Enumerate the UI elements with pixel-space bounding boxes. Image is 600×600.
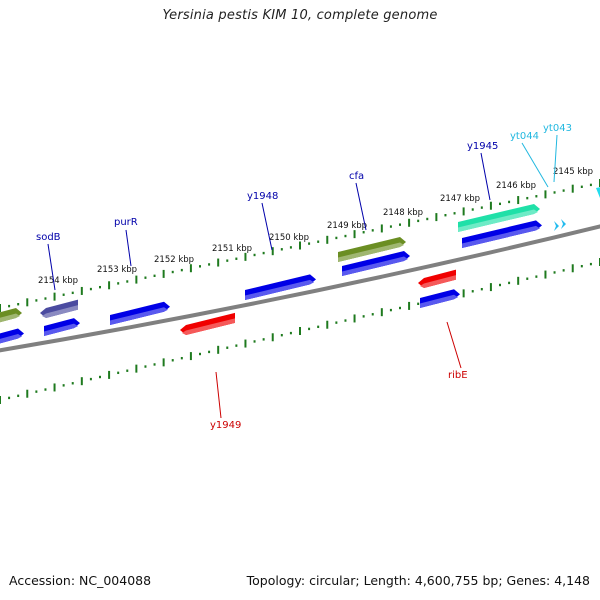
gene-y1948 — [245, 274, 316, 300]
genome-backbone — [0, 224, 600, 353]
gene-y1949 — [180, 312, 235, 335]
gene-features — [0, 187, 600, 344]
gene-arrow-shade — [245, 279, 314, 300]
gene-leader-line — [521, 142, 549, 188]
gene-purR — [110, 301, 170, 325]
gene-forward-1 — [0, 328, 24, 344]
gene-partial-right — [596, 187, 600, 198]
scale-label: 2145 kbp — [553, 167, 593, 177]
gene-labels: sodB purR y1948 cfa y1945 yt044 yt043 y1949 ribE — [36, 123, 572, 431]
gene-arrow-shade — [420, 275, 456, 288]
scale-label: 2146 kbp — [496, 181, 536, 191]
scale-label: 2150 kbp — [269, 233, 309, 243]
gene-sodB-olive — [40, 299, 78, 318]
gene-arrow-shade — [42, 305, 78, 318]
accession-label: Accession: NC_004088 — [9, 573, 152, 588]
scale-labels: 2154 kbp 2153 kbp 2152 kbp 2151 kbp 2150 kbp… — [38, 167, 593, 286]
gene-leader-line — [355, 182, 367, 231]
gene-label: y1945 — [467, 141, 498, 152]
gene-label: cfa — [349, 171, 364, 182]
gene-label: sodB — [36, 232, 61, 243]
gene-cfa-olive — [338, 237, 406, 262]
trna-chevron — [561, 219, 566, 229]
gene-forward-2 — [44, 318, 80, 336]
scale-label: 2148 kbp — [383, 208, 423, 218]
gene-y1945 — [462, 220, 542, 248]
gene-arrow-shade — [0, 334, 22, 344]
gene-label: purR — [114, 217, 138, 228]
outer-tick-track — [0, 179, 600, 312]
gene-label: yt043 — [543, 123, 572, 134]
gene-y1945-teal — [458, 203, 540, 232]
gene-ribE — [418, 269, 456, 288]
gene-leader-line — [553, 134, 558, 183]
map-title: Yersinia pestis KIM 10, complete genome — [162, 8, 438, 23]
scale-label: 2154 kbp — [38, 276, 78, 286]
gene-label: y1949 — [210, 420, 241, 431]
gene-leader-line — [47, 243, 56, 291]
gene-arrow-shade — [420, 294, 458, 308]
gene-cfa — [342, 251, 410, 276]
gene-label: y1948 — [247, 191, 278, 202]
gene-label: ribE — [448, 370, 468, 381]
scale-label: 2147 kbp — [440, 194, 480, 204]
scale-label: 2149 kbp — [327, 221, 367, 231]
gene-label: yt044 — [510, 131, 539, 142]
scale-label: 2151 kbp — [212, 244, 252, 254]
scale-label: 2152 kbp — [154, 255, 194, 265]
gene-olive-left — [0, 307, 22, 323]
gene-arrow-shade — [458, 209, 538, 232]
inner-tick-track — [0, 258, 600, 404]
gene-arrow-shade — [342, 256, 408, 276]
gene-arrow-shade — [0, 313, 20, 323]
gene-leader-line — [480, 152, 491, 201]
gene-ribE-forward — [420, 289, 460, 308]
gene-arrow-shade — [182, 318, 235, 335]
trna-chevron — [554, 221, 559, 231]
gene-arrow-shade — [110, 307, 168, 325]
gene-leader-line — [215, 371, 222, 419]
gene-leader-line — [261, 202, 273, 251]
gene-arrow-shade — [462, 225, 540, 248]
gene-arrow-shade — [44, 323, 78, 336]
genome-stats: Topology: circular; Length: 4,600,755 bp… — [246, 573, 590, 588]
scale-label: 2153 kbp — [97, 265, 137, 275]
gene-leader-line — [446, 321, 462, 369]
gene-leader-line — [125, 229, 132, 267]
gene-arrow-shade — [338, 242, 404, 262]
